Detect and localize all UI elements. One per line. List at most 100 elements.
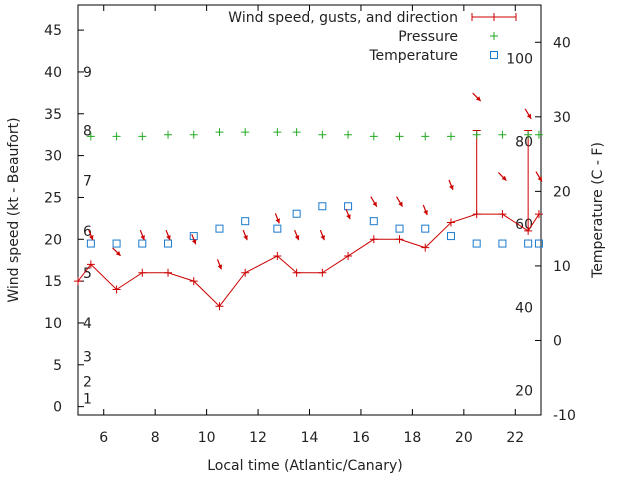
temperature-point — [112, 239, 121, 248]
temperature-point — [524, 239, 533, 248]
beaufort-label: 3 — [83, 349, 92, 365]
x-tick-label: 14 — [301, 430, 319, 446]
pressure-point — [524, 130, 533, 139]
x-tick-label: 22 — [506, 430, 524, 446]
temperature-point — [369, 217, 378, 226]
wind-speed-point — [189, 277, 198, 286]
beaufort-labels: 12 3 4 5 6 7 8 9 — [83, 65, 92, 407]
temperature-point — [472, 239, 481, 248]
y-tick-label: 20 — [44, 232, 62, 248]
pressure-point — [421, 132, 430, 141]
pressure-point — [241, 128, 250, 137]
wind-direction-arrows — [88, 92, 543, 270]
wind-speed-line — [77, 213, 540, 307]
temperature-point — [138, 239, 147, 248]
wind-direction-arrowhead — [217, 264, 223, 270]
wind-speed-point — [138, 268, 147, 277]
beaufort-label: 2 — [83, 375, 92, 391]
wind-speed-point — [112, 285, 121, 294]
legend-key-wind — [471, 13, 517, 21]
y-tick-label: 35 — [44, 107, 62, 123]
temperature-point — [395, 224, 404, 233]
pressure-point — [446, 132, 455, 141]
beaufort-label: 6 — [83, 224, 92, 240]
y2-tick-label: -10 — [553, 408, 576, 424]
x-tick-label: 8 — [151, 430, 160, 446]
x-tick-label: 20 — [455, 430, 473, 446]
wind-speed-point — [215, 302, 224, 311]
wind-direction-arrowhead — [191, 239, 197, 245]
temperature-point — [273, 224, 282, 233]
temperature-point — [446, 232, 455, 241]
pressure-point — [273, 128, 282, 137]
wind-direction-arrowhead — [346, 214, 351, 220]
beaufort-label: 5 — [83, 266, 92, 282]
pressure-point — [215, 128, 224, 137]
x-tick-label: 10 — [198, 430, 216, 446]
wind-speed-point — [86, 260, 95, 269]
wind-direction-arrowhead — [449, 184, 454, 190]
x-tick-label: 12 — [249, 430, 267, 446]
y2-tick-label: 20 — [553, 184, 571, 200]
legend: Wind speed, gusts, and direction Pressur… — [228, 10, 517, 64]
pressure-point — [292, 128, 301, 137]
legend-key-pressure — [490, 32, 498, 40]
wind-speed-point — [395, 235, 404, 244]
legend-pressure-marker — [490, 32, 498, 40]
y2-tick-label: 10 — [553, 259, 571, 275]
wind-speed-point — [164, 268, 173, 277]
x-axis-title: Local time (Atlantic/Canary) — [207, 458, 403, 474]
wind-direction-arrowhead — [243, 235, 248, 241]
legend-label-wind: Wind speed, gusts, and direction — [228, 10, 458, 26]
wind-speed-point — [241, 268, 250, 277]
wind-speed-point — [534, 210, 543, 219]
x-tick-label: 6 — [99, 430, 108, 446]
temperature-series — [86, 202, 543, 248]
pressure-point — [112, 132, 121, 141]
wind-direction-arrowhead — [275, 218, 280, 224]
wind-direction-arrowhead — [140, 235, 145, 241]
temperature-point — [498, 239, 507, 248]
temperature-point — [164, 239, 173, 248]
temperature-point — [534, 239, 543, 248]
x-tick-labels: 6 8 10 12 14 16 18 20 22 — [99, 430, 524, 446]
legend-temperature-marker — [490, 51, 498, 59]
y2-tick-label: 30 — [553, 110, 571, 126]
plot-area — [77, 4, 542, 416]
beaufort-label: 9 — [83, 65, 92, 81]
temperature-point — [215, 224, 224, 233]
x-tick-label: 18 — [403, 430, 421, 446]
wind-speed-point — [273, 252, 282, 261]
legend-wind-marker — [490, 13, 498, 21]
fahrenheit-label: 40 — [515, 301, 533, 317]
legend-label-temperature: Temperature — [368, 48, 458, 64]
pressure-point — [138, 132, 147, 141]
pressure-point — [369, 132, 378, 141]
beaufort-label: 7 — [83, 174, 92, 190]
temperature-point — [292, 209, 301, 218]
fahrenheit-label: 100 — [506, 52, 533, 68]
pressure-point — [534, 130, 543, 139]
y-tick-label: 10 — [44, 316, 62, 332]
beaufort-label: 8 — [83, 124, 92, 140]
pressure-point — [86, 132, 95, 141]
legend-key-temperature — [490, 51, 498, 59]
wind-direction-arrowhead — [372, 201, 377, 207]
wind-direction-arrowhead — [475, 96, 481, 102]
pressure-point — [395, 132, 404, 141]
y-axis-title: Wind speed (kt - Beaufort) — [6, 117, 22, 302]
wind-speed-point — [74, 277, 82, 286]
pressure-series — [86, 128, 543, 141]
wind-direction-arrowhead — [501, 175, 507, 181]
y2-tick-label: 40 — [553, 35, 571, 51]
temperature-point — [241, 217, 250, 226]
wind-speed-point — [446, 218, 455, 227]
wind-direction-arrowhead — [526, 113, 532, 119]
temperature-point — [421, 224, 430, 233]
axis-ticks — [78, 5, 541, 416]
y-tick-label: 45 — [44, 23, 62, 39]
wind-speed-point — [344, 252, 353, 261]
fahrenheit-label: 20 — [515, 383, 533, 399]
wind-direction-arrowhead — [537, 176, 542, 182]
fahrenheit-label: 80 — [515, 134, 533, 150]
